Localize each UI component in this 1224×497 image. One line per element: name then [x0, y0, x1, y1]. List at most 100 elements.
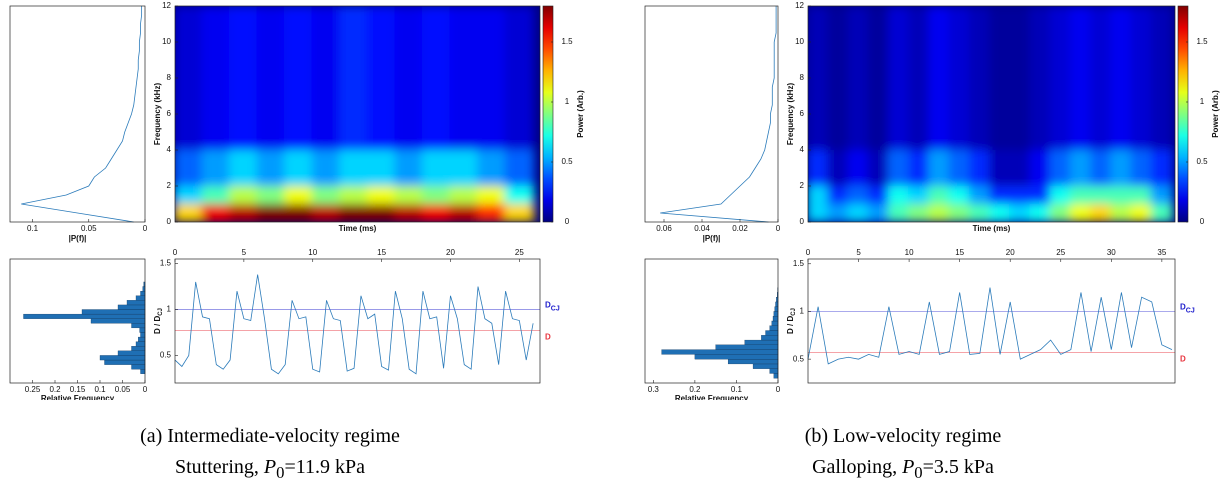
heatmap-cell	[1150, 6, 1173, 150]
y-tick-label: 1	[167, 305, 172, 314]
axes-frame	[644, 258, 779, 384]
heatmap-cell	[339, 150, 369, 186]
caption-regime: Galloping, P0=3.5 kPa	[693, 452, 1113, 488]
heatmap-cell	[968, 6, 991, 150]
x-tick-label: 0	[776, 385, 781, 394]
y-tick-label: 12	[795, 1, 804, 10]
symbol-sub: 0	[276, 463, 285, 482]
heatmap-cell	[339, 186, 369, 204]
hist-bar	[140, 369, 146, 374]
x-tick-label: 15	[955, 248, 964, 257]
heatmap-cell	[1069, 186, 1093, 204]
heatmap-cell	[1090, 150, 1113, 186]
y-tick-label: 1.5	[793, 259, 805, 268]
heatmap-cell	[1090, 6, 1113, 150]
y-tick-label: 0.5	[793, 354, 805, 363]
hist-bar	[744, 339, 779, 345]
hist-bar	[761, 335, 779, 341]
heatmap-cell	[311, 204, 342, 222]
x-tick-label: 0.05	[81, 224, 97, 233]
y-tick-label: 8	[800, 73, 805, 82]
heatmap-cell	[808, 204, 830, 222]
heatmap-cell	[1090, 186, 1113, 204]
hist-bar	[138, 336, 146, 342]
heatmap-cell	[229, 150, 259, 186]
hist-bar	[775, 301, 779, 307]
heatmap-cell	[201, 186, 232, 204]
reference-label-main: D	[1180, 303, 1186, 312]
heatmap-cell	[808, 6, 830, 150]
heatmap-cell	[1029, 150, 1052, 186]
x-tick-label: 0	[776, 224, 781, 233]
heatmap-cell	[1110, 186, 1133, 204]
hist-bar	[765, 330, 779, 336]
reference-label-main: D	[545, 301, 551, 310]
x-tick-label: 35	[1157, 248, 1166, 257]
hist-bar	[139, 327, 146, 333]
colorbar-tick-label: 1	[1200, 97, 1205, 106]
hist-bar	[752, 363, 779, 369]
heatmap-cell	[847, 6, 870, 150]
hist-bar	[126, 300, 146, 306]
x-tick-label: 25	[1056, 248, 1065, 257]
heatmap-cell	[948, 186, 971, 204]
heatmap-cell	[847, 186, 870, 204]
y-tick-label: 4	[800, 145, 805, 154]
y-tick-label: 8	[167, 73, 172, 82]
heatmap-cell	[366, 186, 397, 204]
colorbar-tick-label: 1.5	[561, 37, 573, 46]
x-tick-label: 10	[905, 248, 914, 257]
heatmap-cell	[827, 204, 850, 222]
caption-title: (b) Low-velocity regime	[804, 425, 1002, 447]
heatmap-cell	[449, 204, 480, 222]
x-tick-label: 0.3	[648, 385, 660, 394]
heatmap-cell	[477, 186, 507, 204]
heatmap-cell	[201, 150, 232, 186]
symbol: P	[902, 456, 915, 478]
x-tick-label: 0	[173, 248, 178, 257]
heatmap-cell	[887, 186, 911, 204]
heatmap-cell	[988, 6, 1012, 150]
colorbar-label: Power (Arb.)	[576, 90, 585, 138]
x-tick-label: 0.05	[115, 385, 131, 394]
regime: Galloping,	[812, 456, 903, 478]
heatmap-cell	[867, 204, 890, 222]
x-tick-label: 0.2	[49, 385, 61, 394]
x-tick-label: 0.15	[70, 385, 86, 394]
heatmap-cell	[887, 150, 911, 186]
y-tick-label: 12	[162, 1, 171, 10]
heatmap-cell	[201, 204, 232, 222]
hist-bar	[131, 346, 146, 352]
reference-label-main: D	[1180, 355, 1186, 364]
y-tick-label: 2	[167, 181, 172, 190]
x-axis-label: Relative Frequency	[41, 394, 115, 400]
heatmap-cell	[256, 204, 287, 222]
y-tick-label: 0	[800, 217, 805, 226]
heatmap-cell	[504, 6, 535, 150]
heatmap-cell	[1130, 150, 1153, 186]
heatmap-cell	[1009, 6, 1032, 150]
heatmap-cell	[887, 6, 911, 150]
heatmap-cell	[366, 204, 397, 222]
heatmap-cell	[847, 204, 870, 222]
heatmap-cell	[284, 186, 314, 204]
hist-bar	[90, 318, 146, 324]
heatmap-cell	[175, 6, 204, 150]
x-tick-label: 0.02	[732, 224, 748, 233]
heatmap-cell	[1009, 186, 1032, 204]
heatmap-cell	[201, 6, 232, 150]
hist-bar	[727, 359, 779, 365]
hist-bar	[773, 373, 779, 379]
heatmap-cell	[339, 6, 369, 150]
heatmap-cell	[867, 6, 890, 150]
x-tick-label: 0	[143, 385, 148, 394]
hist-bar	[140, 332, 146, 338]
heatmap-cell	[908, 186, 931, 204]
hist-bar	[769, 368, 779, 374]
reference-label: D	[545, 333, 551, 342]
axes-frame	[644, 5, 779, 223]
heatmap-cell	[504, 150, 535, 186]
heatmap-cell	[366, 150, 397, 186]
x-tick-label: 0.1	[94, 385, 106, 394]
